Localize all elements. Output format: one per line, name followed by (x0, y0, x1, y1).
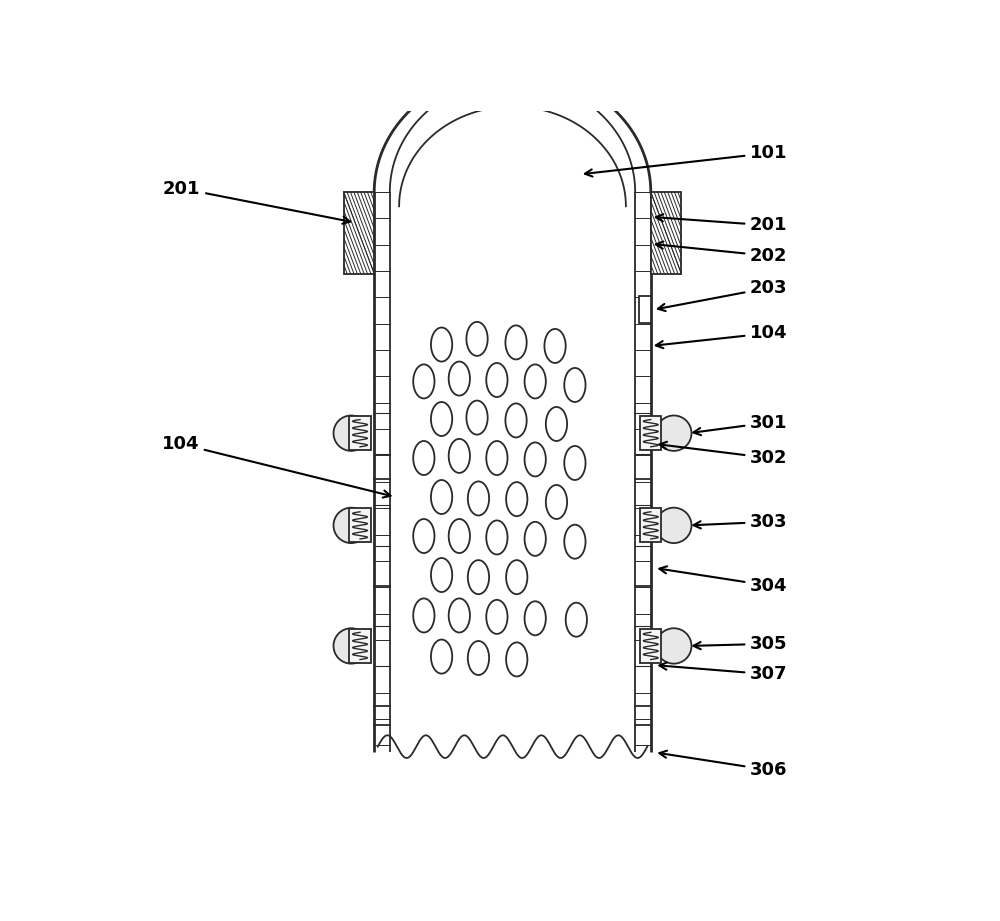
Text: 307: 307 (659, 662, 788, 683)
Bar (639, 297, 651, 323)
Circle shape (656, 415, 692, 451)
Text: 203: 203 (658, 279, 788, 311)
Circle shape (656, 507, 692, 543)
Bar (349, 629, 371, 663)
Circle shape (656, 628, 692, 664)
Circle shape (333, 628, 369, 664)
Text: 202: 202 (656, 241, 788, 265)
Text: 306: 306 (659, 751, 788, 779)
Bar (349, 416, 371, 450)
Text: 304: 304 (659, 566, 788, 595)
Text: 101: 101 (585, 144, 788, 177)
Text: 305: 305 (693, 635, 788, 653)
Circle shape (333, 415, 369, 451)
Text: 303: 303 (693, 513, 788, 530)
Bar (651, 192, 681, 274)
Text: 302: 302 (659, 442, 788, 467)
Bar (344, 192, 374, 274)
Circle shape (333, 507, 369, 543)
Text: 104: 104 (162, 435, 391, 497)
Bar (640, 629, 661, 663)
Text: 201: 201 (163, 180, 350, 224)
Text: 201: 201 (656, 215, 788, 235)
Text: 104: 104 (656, 324, 788, 348)
Text: 301: 301 (693, 414, 788, 435)
Bar (640, 508, 661, 542)
Bar (640, 416, 661, 450)
Bar (349, 508, 371, 542)
